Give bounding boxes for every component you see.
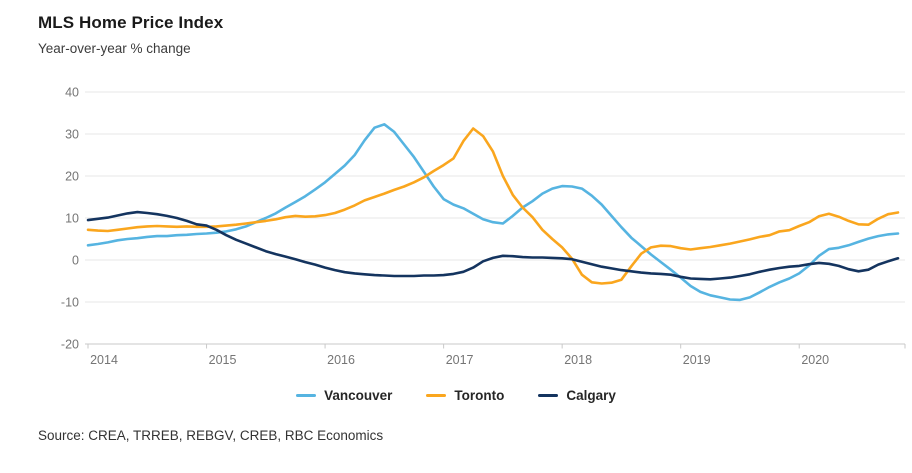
legend-item-calgary: Calgary bbox=[538, 388, 616, 403]
series-line-vancouver bbox=[86, 123, 900, 302]
y-axis-tick-label: -10 bbox=[61, 296, 79, 310]
legend-label-toronto: Toronto bbox=[454, 388, 505, 403]
y-axis-tick-label: 40 bbox=[65, 86, 79, 100]
legend-label-calgary: Calgary bbox=[566, 388, 616, 403]
x-axis-tick-label: 2016 bbox=[327, 353, 355, 367]
chart-subtitle: Year-over-year % change bbox=[38, 41, 191, 56]
x-axis-tick-label: 2020 bbox=[801, 353, 829, 367]
x-axis-tick-label: 2018 bbox=[564, 353, 592, 367]
source-note: Source: CREA, TRREB, REBGV, CREB, RBC Ec… bbox=[38, 428, 384, 443]
chart-title: MLS Home Price Index bbox=[38, 13, 224, 32]
x-axis-tick-label: 2014 bbox=[90, 353, 118, 367]
y-axis-tick-label: 30 bbox=[65, 128, 79, 142]
vancouver-line-swatch-icon bbox=[296, 394, 317, 397]
toronto-line-swatch-icon bbox=[426, 394, 447, 397]
x-axis-tick-label: 2017 bbox=[446, 353, 474, 367]
legend-item-vancouver: Vancouver bbox=[296, 388, 392, 403]
y-axis-tick-label: 20 bbox=[65, 170, 79, 184]
series-line-calgary bbox=[86, 210, 900, 281]
calgary-line-swatch-icon bbox=[538, 394, 559, 397]
x-axis-tick-label: 2019 bbox=[683, 353, 711, 367]
y-axis-tick-label: 10 bbox=[65, 212, 79, 226]
legend-label-vancouver: Vancouver bbox=[324, 388, 393, 403]
series-line-toronto bbox=[86, 127, 900, 285]
legend-item-toronto: Toronto bbox=[426, 388, 504, 403]
y-axis-tick-label: 0 bbox=[72, 254, 79, 268]
y-axis-tick-label: -20 bbox=[61, 338, 79, 352]
x-axis-tick-label: 2015 bbox=[209, 353, 237, 367]
legend: Vancouver Toronto Calgary bbox=[0, 388, 912, 403]
